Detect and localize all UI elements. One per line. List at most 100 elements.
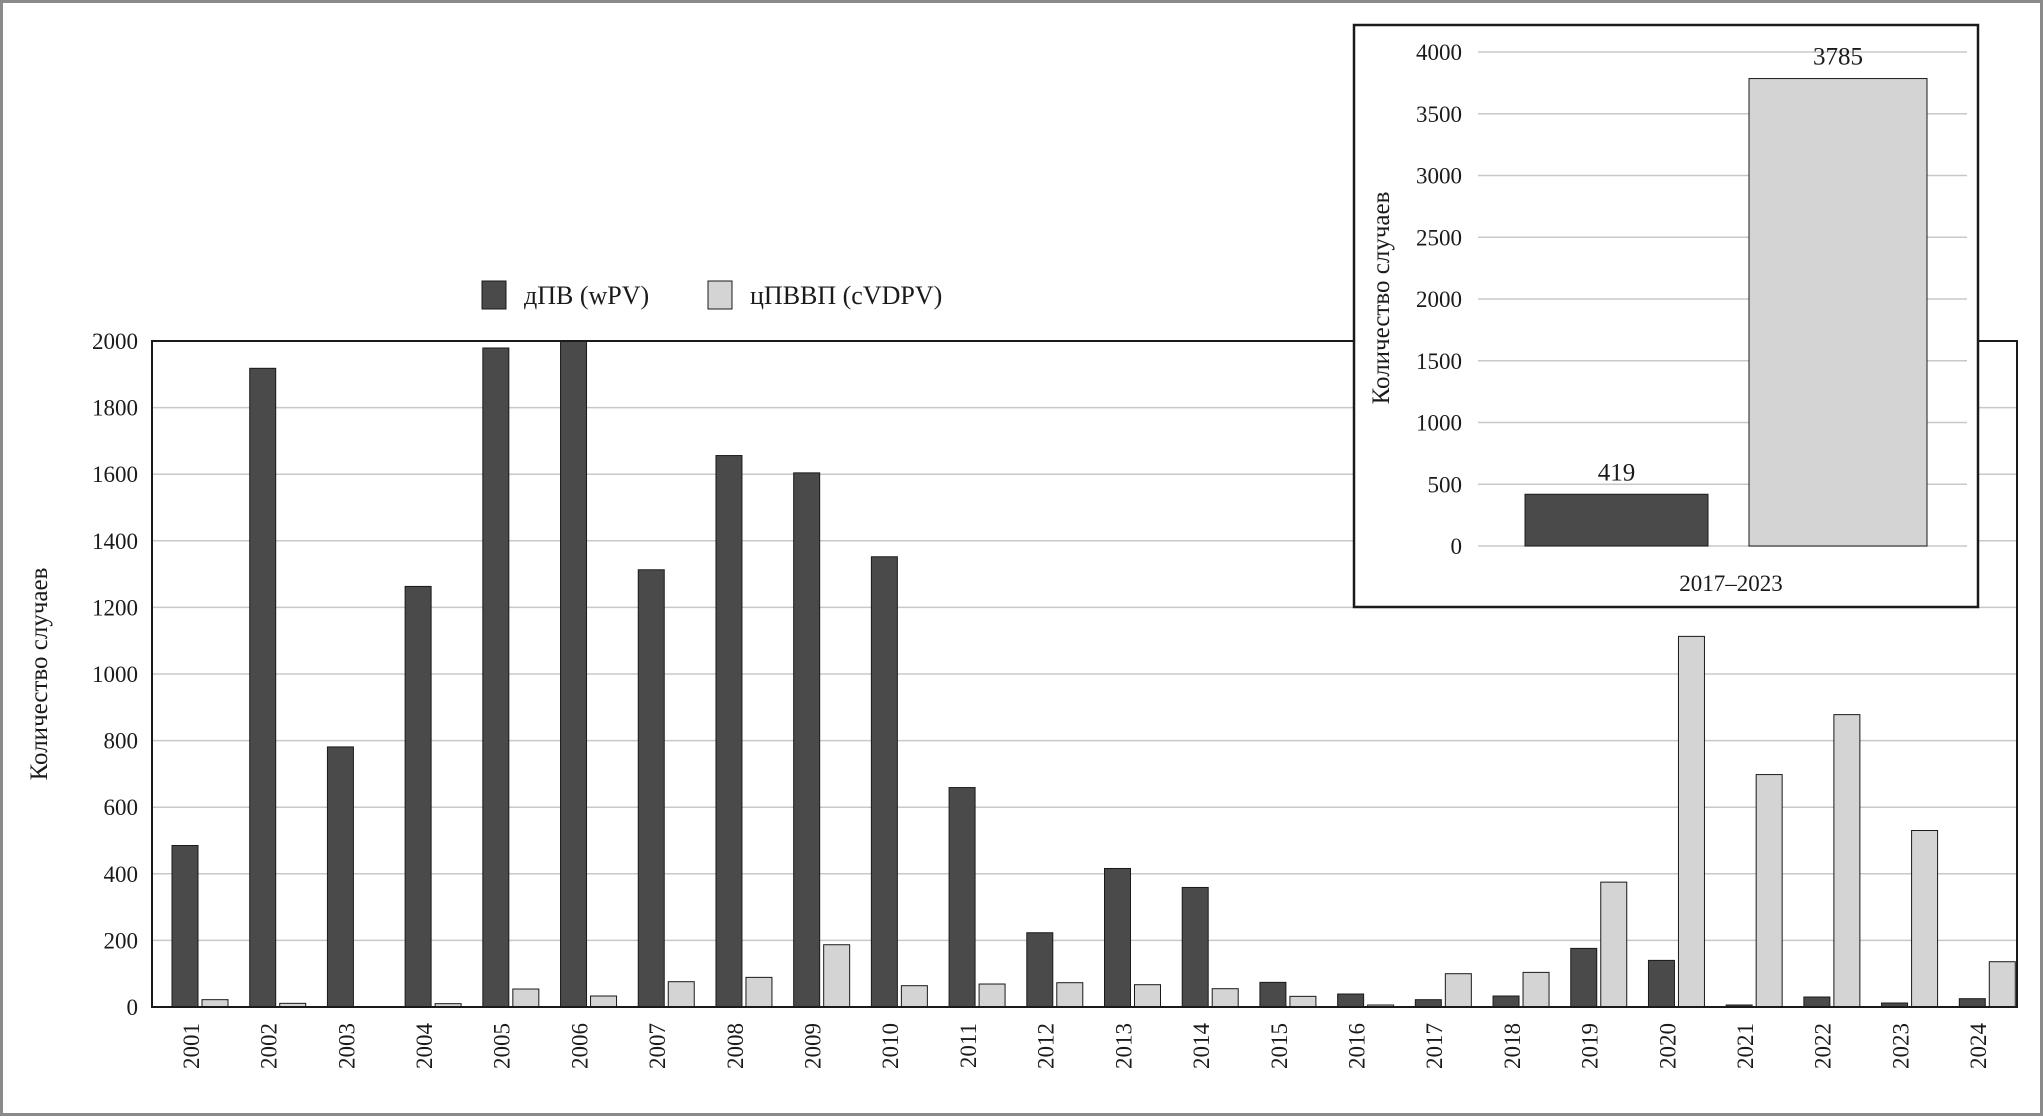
bar-cvdpv xyxy=(1677,635,1705,1008)
bar-cvdpv xyxy=(1911,830,1939,1008)
bar-cvdpv xyxy=(1755,774,1783,1008)
main-y-tick-label: 1200 xyxy=(92,595,138,620)
bar-wpv xyxy=(326,746,354,1008)
bar-wpv xyxy=(637,569,665,1008)
main-y-tick-label: 400 xyxy=(104,862,139,887)
bar-cvdpv xyxy=(1522,971,1550,1008)
main-x-tick-label: 2002 xyxy=(257,1023,282,1069)
bar-cvdpv xyxy=(201,999,229,1008)
inset-x-tick-label: 2017–2023 xyxy=(1679,571,1783,596)
inset-y-tick-label: 3000 xyxy=(1416,164,1462,189)
main-x-tick-label: 2020 xyxy=(1655,1023,1680,1069)
main-x-tick-label: 2016 xyxy=(1344,1023,1369,1069)
bar-wpv xyxy=(870,556,898,1008)
main-x-tick-label: 2003 xyxy=(334,1023,359,1069)
inset-y-tick-label: 500 xyxy=(1428,472,1463,497)
bar-cvdpv xyxy=(1600,881,1628,1008)
main-x-tick-label: 2015 xyxy=(1267,1023,1292,1069)
legend: дПВ (wPV) цПВВП (cVDPV) xyxy=(481,280,942,310)
inset-bars xyxy=(1524,78,1928,547)
bar-cvdpv xyxy=(1211,988,1239,1008)
bar-cvdpv xyxy=(590,995,618,1008)
main-y-tick-label: 1000 xyxy=(92,662,138,687)
main-x-tick-label: 2017 xyxy=(1422,1023,1447,1069)
bar-wpv xyxy=(1647,959,1675,1008)
inset-y-axis-title: Количество случаев xyxy=(1368,192,1395,405)
main-x-tick-label: 2008 xyxy=(723,1023,748,1069)
legend-swatch-wpv xyxy=(481,280,507,310)
bar-wpv xyxy=(948,787,976,1008)
inset-bar-wpv xyxy=(1524,493,1709,547)
main-gridlines xyxy=(152,406,2017,942)
bar-wpv xyxy=(1181,886,1209,1008)
bar-wpv xyxy=(482,347,510,1008)
main-x-tick-label: 2013 xyxy=(1111,1023,1136,1069)
main-x-tick-label: 2012 xyxy=(1034,1023,1059,1069)
bar-wpv xyxy=(249,367,277,1008)
legend-label-wpv: дПВ (wPV) xyxy=(524,281,649,310)
main-x-tick-label: 2018 xyxy=(1500,1023,1525,1069)
main-x-tick-label: 2023 xyxy=(1888,1023,1913,1069)
bar-wpv xyxy=(404,585,432,1008)
bar-cvdpv xyxy=(667,981,695,1008)
bar-wpv xyxy=(1259,981,1287,1008)
bar-wpv xyxy=(793,472,821,1008)
inset-y-tick-label: 2500 xyxy=(1416,225,1462,250)
bar-cvdpv xyxy=(1833,714,1861,1008)
bar-cvdpv xyxy=(512,988,540,1008)
main-x-tick-label: 2021 xyxy=(1733,1023,1758,1069)
main-y-tick-labels: 0 200 400 600 800 1000 1200 1400 1600 1800 2000 xyxy=(92,329,138,1020)
bar-wpv xyxy=(171,844,199,1008)
main-y-tick-label: 600 xyxy=(104,795,139,820)
bar-cvdpv xyxy=(1444,973,1472,1008)
main-y-tick-label: 0 xyxy=(127,995,139,1020)
main-y-axis-title: Количество случаев xyxy=(26,568,53,781)
bar-cvdpv xyxy=(1134,984,1161,1008)
main-x-tick-label: 2004 xyxy=(412,1023,437,1070)
main-x-tick-label: 2005 xyxy=(490,1023,515,1069)
bar-wpv xyxy=(560,340,588,1008)
main-x-tick-label: 2007 xyxy=(645,1023,670,1069)
bar-wpv xyxy=(1414,999,1442,1008)
inset-y-tick-label: 1000 xyxy=(1416,411,1462,436)
bar-cvdpv xyxy=(823,944,851,1008)
main-y-tick-label: 1400 xyxy=(92,529,138,554)
bar-wpv xyxy=(1803,996,1831,1008)
inset-bar-cvdpv xyxy=(1748,78,1928,547)
bar-wpv xyxy=(1026,932,1054,1008)
legend-swatch-cvdpv xyxy=(707,280,733,310)
bar-cvdpv xyxy=(978,983,1006,1008)
main-x-tick-labels: 2001 2002 2003 2004 2005 2006 2007 2008 2009 2010… xyxy=(179,1023,1991,1070)
bar-cvdpv xyxy=(745,976,773,1008)
main-x-tick-label: 2019 xyxy=(1578,1023,1603,1069)
inset-chart: 0 500 1000 1500 2000 2500 3000 3500 4000 419 3785… xyxy=(1352,23,1980,609)
main-plot-area xyxy=(151,340,2018,1008)
bar-cvdpv xyxy=(1988,961,2016,1008)
main-x-tick-label: 2009 xyxy=(801,1023,826,1069)
bar-cvdpv xyxy=(900,985,928,1008)
main-y-tick-label: 200 xyxy=(104,928,139,953)
main-y-tick-label: 1800 xyxy=(92,396,138,421)
main-x-tick-label: 2001 xyxy=(179,1023,204,1069)
bar-wpv xyxy=(715,455,743,1008)
bar-wpv xyxy=(1337,993,1365,1008)
main-x-tick-label: 2024 xyxy=(1966,1023,1991,1070)
main-x-tick-label: 2014 xyxy=(1189,1023,1214,1070)
legend-label-cvdpv: цПВВП (cVDPV) xyxy=(750,281,942,310)
main-x-tick-label: 2010 xyxy=(878,1023,903,1069)
bar-wpv xyxy=(1958,998,1986,1008)
main-x-tick-label: 2011 xyxy=(956,1023,981,1068)
main-y-tick-label: 1600 xyxy=(92,462,138,487)
chart-canvas: 0 200 400 600 800 1000 1200 1400 1600 1800 2000 20… xyxy=(26,23,2018,1070)
inset-y-tick-labels: 0 500 1000 1500 2000 2500 3000 3500 4000 xyxy=(1416,40,1462,559)
inset-y-tick-label: 1500 xyxy=(1416,349,1462,374)
main-y-tick-label: 2000 xyxy=(92,329,138,354)
bar-wpv xyxy=(1104,867,1131,1008)
main-x-tick-label: 2006 xyxy=(567,1023,592,1069)
inset-data-labels: 419 3785 xyxy=(1598,44,1863,487)
inset-y-tick-label: 3500 xyxy=(1416,102,1462,127)
bar-wpv xyxy=(1570,947,1598,1008)
bar-wpv xyxy=(1492,995,1520,1008)
main-x-tick-label: 2022 xyxy=(1811,1023,1836,1069)
